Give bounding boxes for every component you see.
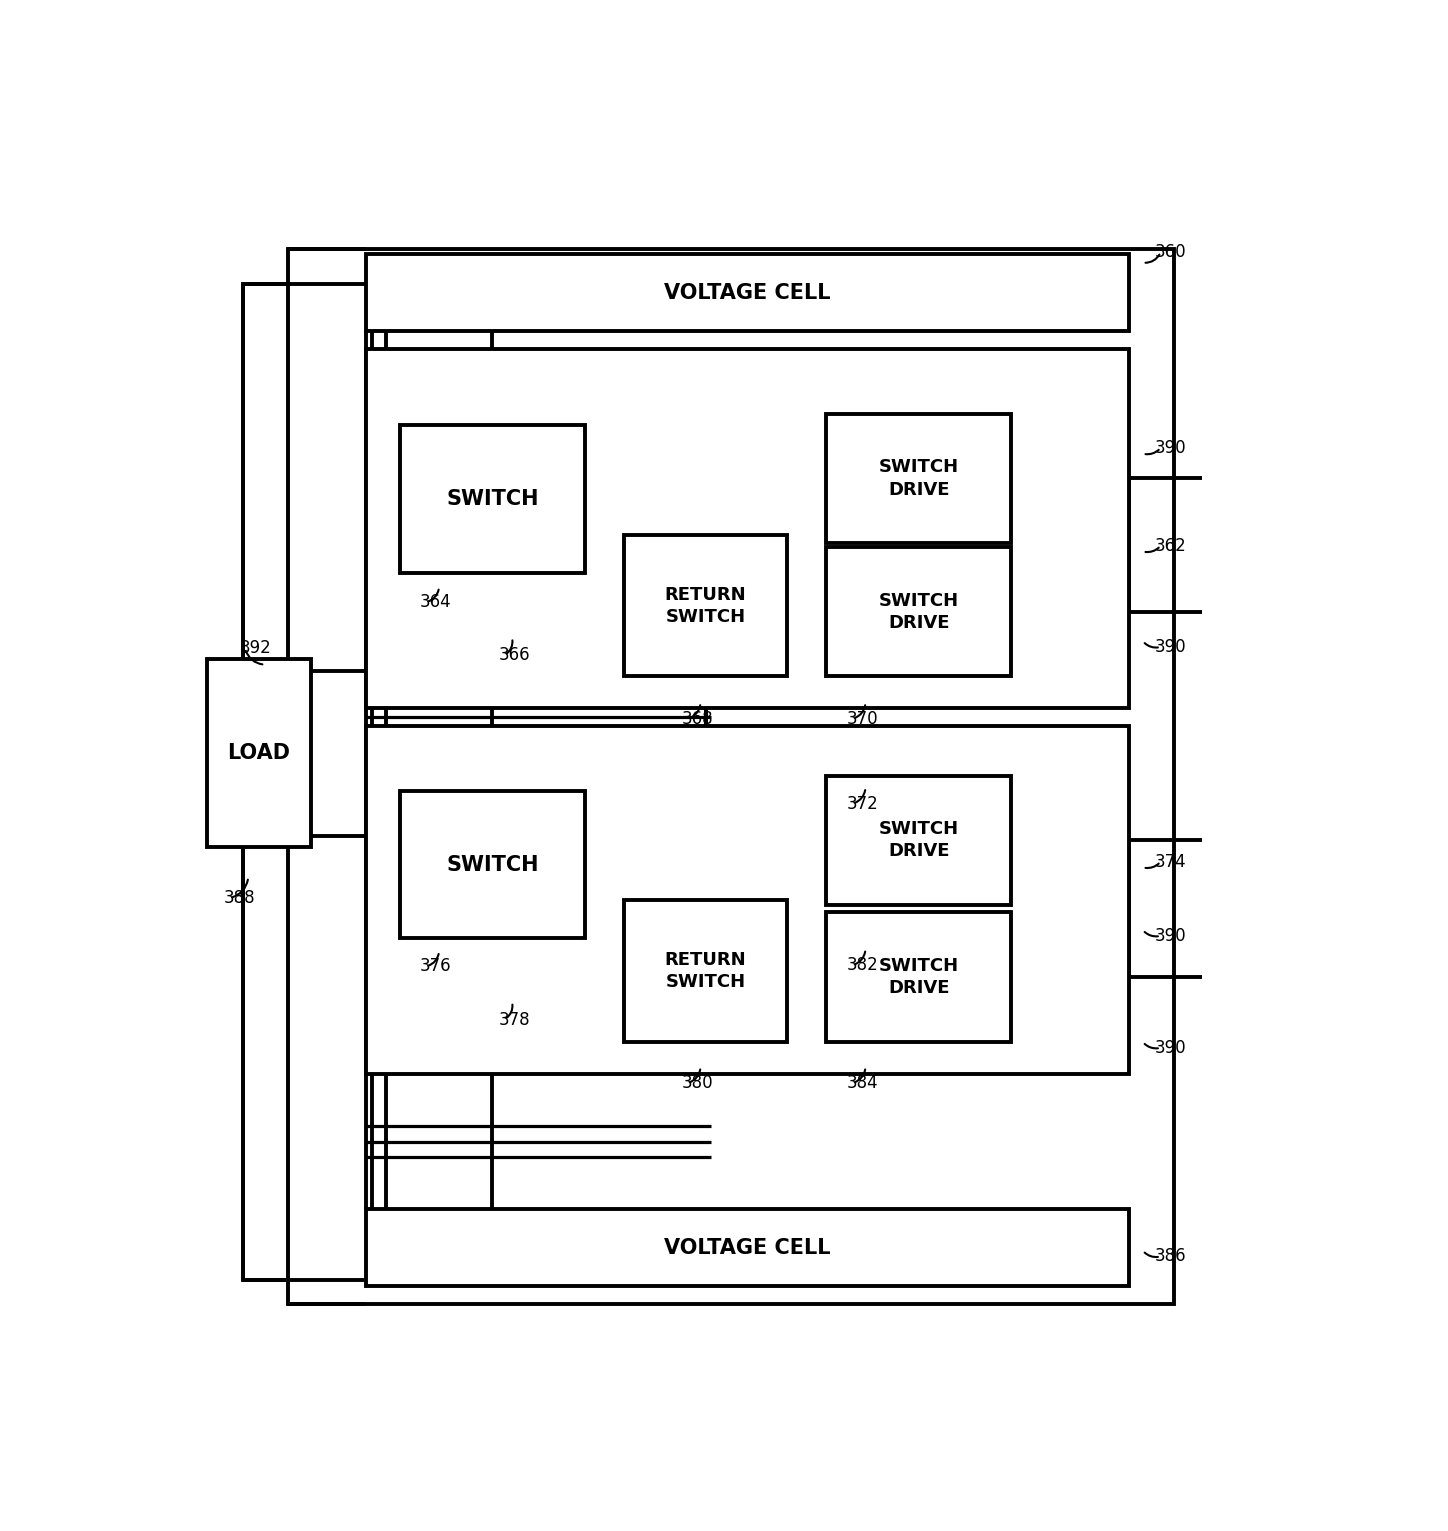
FancyBboxPatch shape bbox=[827, 547, 1011, 677]
Text: 368: 368 bbox=[682, 710, 712, 727]
FancyBboxPatch shape bbox=[827, 413, 1011, 544]
Text: 370: 370 bbox=[847, 710, 877, 727]
Text: LOAD: LOAD bbox=[227, 743, 291, 762]
Text: 384: 384 bbox=[847, 1075, 877, 1092]
FancyBboxPatch shape bbox=[366, 349, 1129, 709]
Text: SWITCH
DRIVE: SWITCH DRIVE bbox=[879, 821, 959, 860]
Text: SWITCH
DRIVE: SWITCH DRIVE bbox=[879, 957, 959, 997]
Text: 376: 376 bbox=[420, 957, 452, 975]
FancyBboxPatch shape bbox=[207, 658, 311, 848]
Text: 390: 390 bbox=[1156, 439, 1187, 456]
Text: 390: 390 bbox=[1156, 926, 1187, 945]
Text: 388: 388 bbox=[223, 890, 255, 906]
Text: 362: 362 bbox=[1156, 537, 1187, 554]
Text: 386: 386 bbox=[1156, 1248, 1187, 1266]
Text: 374: 374 bbox=[1156, 853, 1187, 871]
Text: SWITCH: SWITCH bbox=[446, 488, 539, 510]
FancyBboxPatch shape bbox=[366, 726, 1129, 1073]
Text: 392: 392 bbox=[239, 640, 271, 657]
Text: RETURN
SWITCH: RETURN SWITCH bbox=[665, 951, 746, 991]
Text: 382: 382 bbox=[847, 957, 879, 974]
Text: 380: 380 bbox=[682, 1075, 712, 1092]
Text: RETURN
SWITCH: RETURN SWITCH bbox=[665, 586, 746, 626]
Text: 390: 390 bbox=[1156, 1040, 1187, 1056]
FancyBboxPatch shape bbox=[827, 776, 1011, 905]
Text: VOLTAGE CELL: VOLTAGE CELL bbox=[665, 283, 831, 303]
Text: 364: 364 bbox=[420, 592, 452, 611]
Text: 390: 390 bbox=[1156, 638, 1187, 655]
FancyBboxPatch shape bbox=[366, 1209, 1129, 1286]
Text: 378: 378 bbox=[498, 1010, 530, 1029]
Text: 360: 360 bbox=[1156, 243, 1187, 262]
Text: 366: 366 bbox=[498, 646, 530, 664]
Text: 372: 372 bbox=[847, 795, 879, 813]
Text: SWITCH
DRIVE: SWITCH DRIVE bbox=[879, 458, 959, 499]
FancyBboxPatch shape bbox=[366, 254, 1129, 331]
FancyBboxPatch shape bbox=[288, 248, 1174, 1304]
Text: VOLTAGE CELL: VOLTAGE CELL bbox=[665, 1237, 831, 1257]
Text: SWITCH
DRIVE: SWITCH DRIVE bbox=[879, 591, 959, 632]
FancyBboxPatch shape bbox=[400, 792, 585, 939]
FancyBboxPatch shape bbox=[827, 912, 1011, 1043]
Text: SWITCH: SWITCH bbox=[446, 854, 539, 874]
FancyBboxPatch shape bbox=[624, 534, 788, 677]
FancyBboxPatch shape bbox=[624, 900, 788, 1043]
FancyBboxPatch shape bbox=[400, 426, 585, 573]
FancyBboxPatch shape bbox=[243, 283, 372, 1280]
